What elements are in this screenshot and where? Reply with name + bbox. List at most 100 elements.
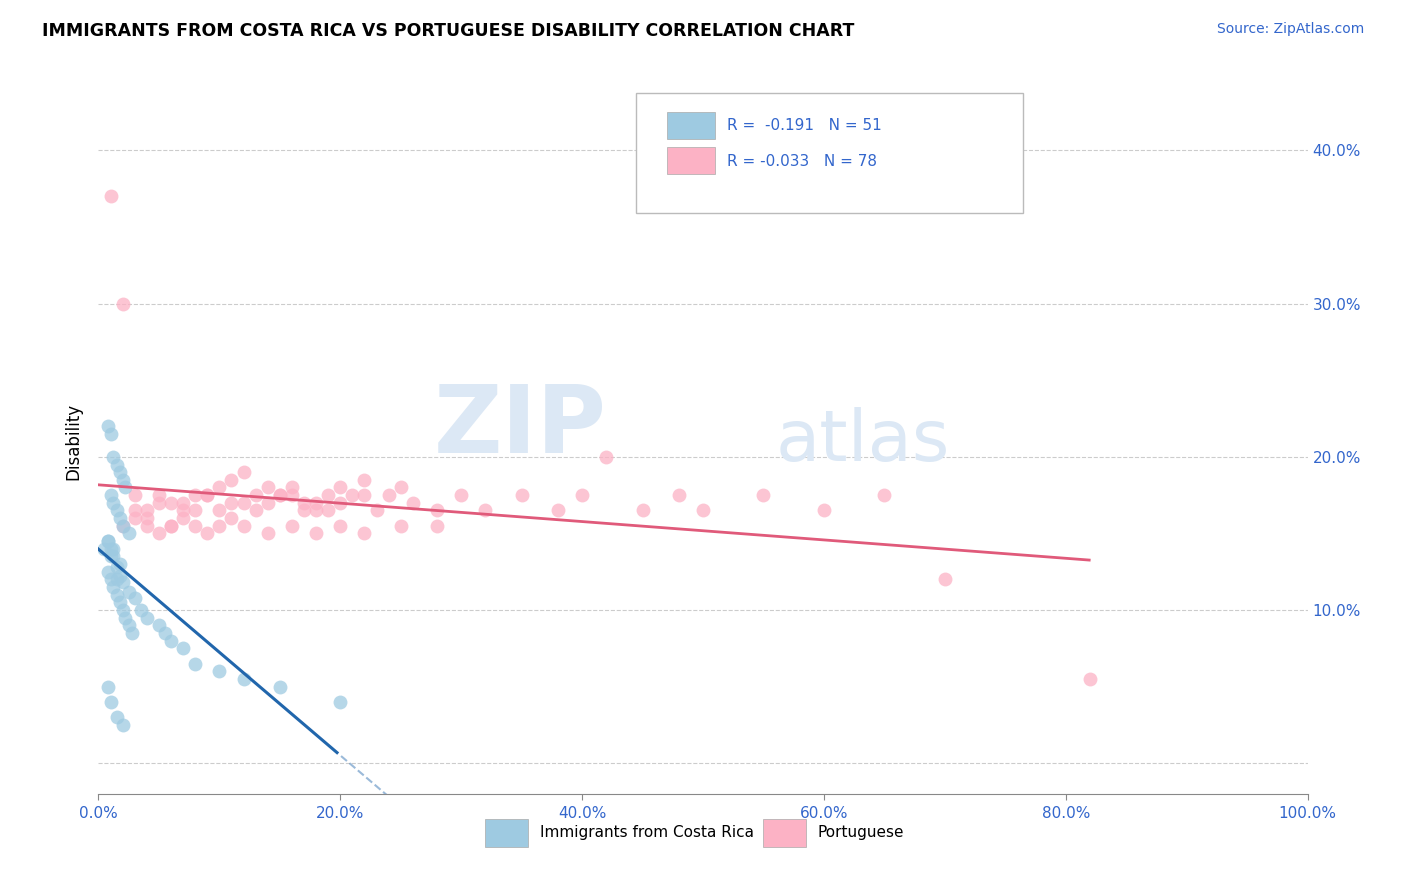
FancyBboxPatch shape: [637, 93, 1024, 212]
Point: [129, 603, 152, 617]
Point: [105, 588, 128, 602]
Point: [118, 618, 141, 632]
Point: [269, 680, 291, 694]
Point: [316, 488, 339, 502]
Point: [111, 518, 134, 533]
Point: [105, 458, 128, 472]
Point: [245, 503, 267, 517]
Point: [366, 503, 388, 517]
Point: [172, 511, 194, 525]
Point: [873, 488, 896, 502]
Point: [118, 526, 141, 541]
Point: [108, 595, 131, 609]
Point: [160, 518, 183, 533]
Point: [377, 488, 399, 502]
Point: [208, 503, 231, 517]
Point: [100, 573, 122, 587]
Point: [208, 481, 231, 495]
Point: [111, 296, 134, 310]
Point: [389, 518, 412, 533]
Point: [101, 496, 124, 510]
Point: [105, 503, 128, 517]
Point: [135, 503, 157, 517]
Point: [195, 488, 218, 502]
Text: R =  -0.191   N = 51: R = -0.191 N = 51: [727, 119, 882, 133]
Point: [172, 496, 194, 510]
Point: [135, 518, 157, 533]
Point: [118, 584, 141, 599]
Point: [245, 488, 267, 502]
Point: [97, 565, 120, 579]
Point: [101, 580, 124, 594]
Text: Source: ZipAtlas.com: Source: ZipAtlas.com: [1216, 22, 1364, 37]
Point: [101, 549, 124, 564]
Point: [172, 503, 194, 517]
Point: [353, 488, 375, 502]
Point: [256, 496, 278, 510]
Point: [426, 518, 449, 533]
Point: [108, 465, 131, 479]
Point: [595, 450, 617, 464]
Bar: [763, 819, 806, 847]
Point: [269, 488, 291, 502]
Point: [256, 481, 278, 495]
Point: [108, 569, 131, 583]
Point: [450, 488, 472, 502]
Point: [329, 496, 352, 510]
Point: [256, 526, 278, 541]
Point: [101, 541, 124, 556]
Point: [316, 503, 339, 517]
Point: [111, 718, 134, 732]
Point: [329, 695, 352, 709]
Point: [195, 488, 218, 502]
Point: [111, 603, 134, 617]
Point: [160, 633, 183, 648]
Point: [281, 488, 304, 502]
Point: [208, 518, 231, 533]
Point: [692, 503, 714, 517]
Text: ZIP: ZIP: [433, 382, 606, 474]
Point: [281, 481, 304, 495]
Point: [221, 473, 243, 487]
Point: [402, 496, 425, 510]
Point: [148, 488, 170, 502]
Point: [148, 526, 170, 541]
Point: [305, 526, 328, 541]
Text: R = -0.033   N = 78: R = -0.033 N = 78: [727, 153, 877, 169]
Point: [111, 518, 134, 533]
Point: [108, 557, 131, 571]
Point: [148, 618, 170, 632]
Point: [232, 496, 254, 510]
Point: [114, 481, 136, 495]
Point: [813, 503, 835, 517]
Point: [292, 496, 315, 510]
Point: [121, 626, 143, 640]
Point: [160, 496, 183, 510]
Bar: [666, 112, 716, 138]
Point: [114, 610, 136, 624]
Point: [100, 541, 122, 556]
Point: [292, 503, 315, 517]
Point: [474, 503, 496, 517]
Point: [208, 665, 231, 679]
Point: [668, 488, 690, 502]
Point: [100, 426, 122, 441]
Point: [111, 575, 134, 590]
Point: [232, 672, 254, 686]
Text: atlas: atlas: [776, 407, 950, 476]
Point: [97, 534, 120, 549]
Point: [305, 496, 328, 510]
Point: [510, 488, 533, 502]
Point: [105, 573, 128, 587]
Point: [100, 695, 122, 709]
Point: [342, 488, 364, 502]
Point: [1078, 672, 1101, 686]
Point: [124, 511, 146, 525]
Point: [353, 526, 375, 541]
Point: [184, 488, 207, 502]
Point: [184, 518, 207, 533]
Point: [135, 610, 157, 624]
Point: [160, 518, 183, 533]
Point: [269, 488, 291, 502]
Point: [934, 573, 956, 587]
